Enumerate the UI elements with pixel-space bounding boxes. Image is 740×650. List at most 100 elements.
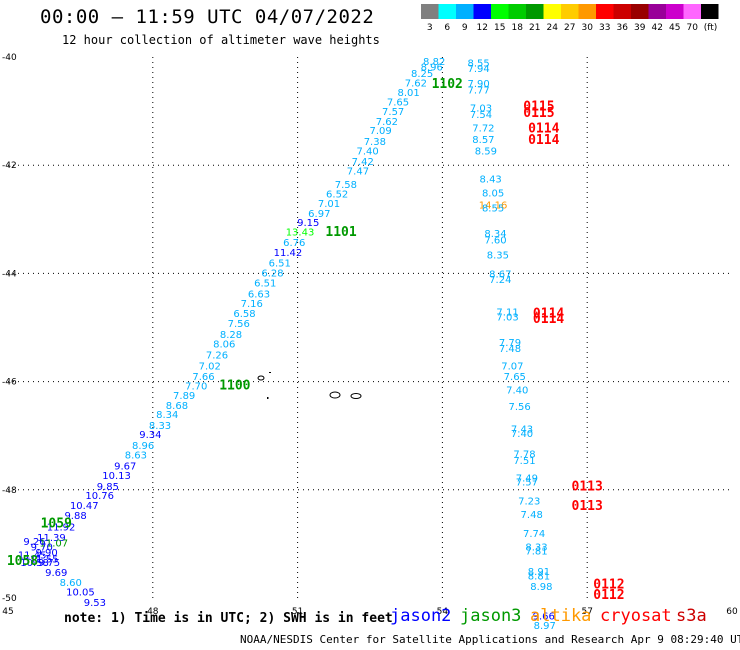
x-tick-label: 57 bbox=[581, 607, 592, 617]
swh-value-label: 7.48 bbox=[521, 510, 543, 521]
colorbar-swatch bbox=[543, 4, 561, 19]
colorbar-label: 24 bbox=[547, 23, 559, 33]
swh-value-label: 10.76 bbox=[85, 491, 114, 502]
swh-value-label: 7.74 bbox=[523, 529, 545, 540]
swh-value-label: 7.57 bbox=[516, 478, 538, 489]
swh-value-label: 7.72 bbox=[472, 123, 494, 134]
swh-value-label: 7.38 bbox=[364, 137, 386, 148]
x-tick-label: 45 bbox=[2, 607, 13, 617]
swh-value-label: 8.81 bbox=[528, 571, 550, 582]
track-time-label: 0115 bbox=[523, 106, 554, 121]
swh-value-label: 7.58 bbox=[335, 180, 357, 191]
colorbar-label: 12 bbox=[477, 23, 488, 33]
swh-value-label: 14.16 bbox=[479, 201, 508, 212]
y-tick-label: -40 bbox=[2, 53, 17, 63]
swh-value-label: 9.15 bbox=[297, 218, 319, 229]
swh-value-label: 10.05 bbox=[66, 588, 95, 599]
colorbar-swatch bbox=[473, 4, 491, 19]
colorbar-swatch bbox=[578, 4, 596, 19]
island-outline bbox=[267, 397, 269, 399]
track-time-label: 0113 bbox=[572, 499, 603, 514]
colorbar-label: 6 bbox=[444, 23, 450, 33]
swh-value-label: 7.16 bbox=[241, 299, 263, 310]
swh-value-label: 7.60 bbox=[484, 235, 506, 246]
colorbar-swatch bbox=[526, 4, 544, 19]
swh-value-label: 9.66 bbox=[533, 611, 555, 622]
colorbar-swatch bbox=[491, 4, 509, 19]
colorbar-swatch bbox=[631, 4, 649, 19]
colorbar-units: (ft) bbox=[704, 23, 718, 33]
swh-value-label: 6.51 bbox=[254, 279, 276, 290]
colorbar-label: 3 bbox=[427, 23, 433, 33]
swh-value-label: 8.60 bbox=[60, 578, 82, 589]
swh-value-label: 7.47 bbox=[347, 167, 369, 178]
swh-value-label: 7.56 bbox=[228, 319, 250, 330]
legend-altika: altika bbox=[530, 606, 592, 626]
swh-value-label: 7.49 bbox=[516, 473, 538, 484]
track-time-label: 1101 bbox=[325, 225, 356, 240]
colorbar-swatch bbox=[701, 4, 719, 19]
colorbar-label: 18 bbox=[512, 23, 524, 33]
colorbar-swatch bbox=[683, 4, 701, 19]
swh-value-label: 8.28 bbox=[220, 330, 242, 341]
swh-value-label: 7.65 bbox=[387, 97, 409, 108]
colorbar-label: 36 bbox=[617, 23, 629, 33]
swh-value-label: 10.13 bbox=[102, 471, 131, 482]
swh-value-label: 11.55 bbox=[30, 555, 59, 566]
swh-value-label: 7.57 bbox=[382, 107, 404, 118]
swh-value-label: 8.34 bbox=[156, 410, 178, 421]
swh-value-label: 8.67 bbox=[489, 269, 511, 280]
colorbar-swatch bbox=[561, 4, 579, 19]
colorbar-swatch bbox=[508, 4, 526, 19]
swh-value-label: 7.62 bbox=[405, 78, 427, 89]
colorbar-label: 27 bbox=[564, 23, 575, 33]
swh-value-label: 7.62 bbox=[376, 117, 398, 128]
swh-value-label: 8.96 bbox=[132, 441, 154, 452]
swh-value-label: 8.97 bbox=[534, 621, 556, 632]
y-tick-label: -44 bbox=[2, 269, 17, 279]
island-outline bbox=[257, 375, 265, 381]
colorbar-swatch bbox=[421, 4, 439, 19]
legend-jason2: jason2 bbox=[390, 606, 452, 626]
swh-value-label: 10.47 bbox=[70, 501, 99, 512]
y-tick-label: -48 bbox=[2, 486, 17, 496]
swh-value-label: 10.58 bbox=[20, 558, 49, 569]
swh-value-label: 7.07 bbox=[501, 361, 523, 372]
legend-s3a: s3a bbox=[676, 606, 707, 626]
swh-value-label: 7.51 bbox=[513, 456, 535, 467]
swh-value-label: 11.92 bbox=[47, 523, 76, 534]
swh-value-label: 8.82 bbox=[423, 57, 445, 68]
swh-value-label: 8.55 bbox=[467, 58, 489, 69]
swh-value-label: 6.28 bbox=[261, 268, 283, 279]
colorbar-label: 30 bbox=[582, 23, 594, 33]
track-time-label: 1100 bbox=[219, 378, 250, 393]
legend-jason3: jason3 bbox=[460, 606, 522, 626]
y-tick-label: -42 bbox=[2, 161, 17, 171]
swh-value-label: 9.53 bbox=[84, 598, 106, 609]
colorbar-swatch bbox=[438, 4, 456, 19]
swh-value-label: 7.54 bbox=[470, 110, 492, 121]
swh-value-label: 8.43 bbox=[480, 175, 502, 186]
swh-value-label: 8.25 bbox=[411, 69, 433, 80]
swh-value-label: 7.94 bbox=[467, 64, 489, 75]
swh-value-label: 7.78 bbox=[513, 450, 535, 461]
swh-value-label: 8.34 bbox=[484, 229, 506, 240]
colorbar-swatch bbox=[596, 4, 614, 19]
x-tick-label: 54 bbox=[437, 607, 449, 617]
swh-value-label: 7.43 bbox=[511, 425, 533, 436]
swh-value-label: 6.97 bbox=[308, 209, 330, 220]
y-tick-label: -46 bbox=[2, 378, 17, 388]
colorbar-label: 21 bbox=[529, 23, 540, 33]
swh-value-label: 6.63 bbox=[248, 289, 270, 300]
track-time-label: 0114 bbox=[528, 133, 559, 148]
swh-value-label: 9.69 bbox=[45, 568, 67, 579]
swh-value-label: 7.65 bbox=[504, 372, 526, 383]
swh-value-label: 6.51 bbox=[269, 259, 291, 270]
swh-value-label: 7.01 bbox=[318, 199, 340, 210]
swh-value-label: 7.48 bbox=[499, 344, 521, 355]
swh-value-label: 9.90 bbox=[35, 548, 57, 559]
x-tick-label: 48 bbox=[147, 607, 159, 617]
legend-cryosat: cryosat bbox=[600, 606, 672, 626]
swh-value-label: 8.63 bbox=[125, 451, 147, 462]
colorbar-swatch bbox=[613, 4, 631, 19]
